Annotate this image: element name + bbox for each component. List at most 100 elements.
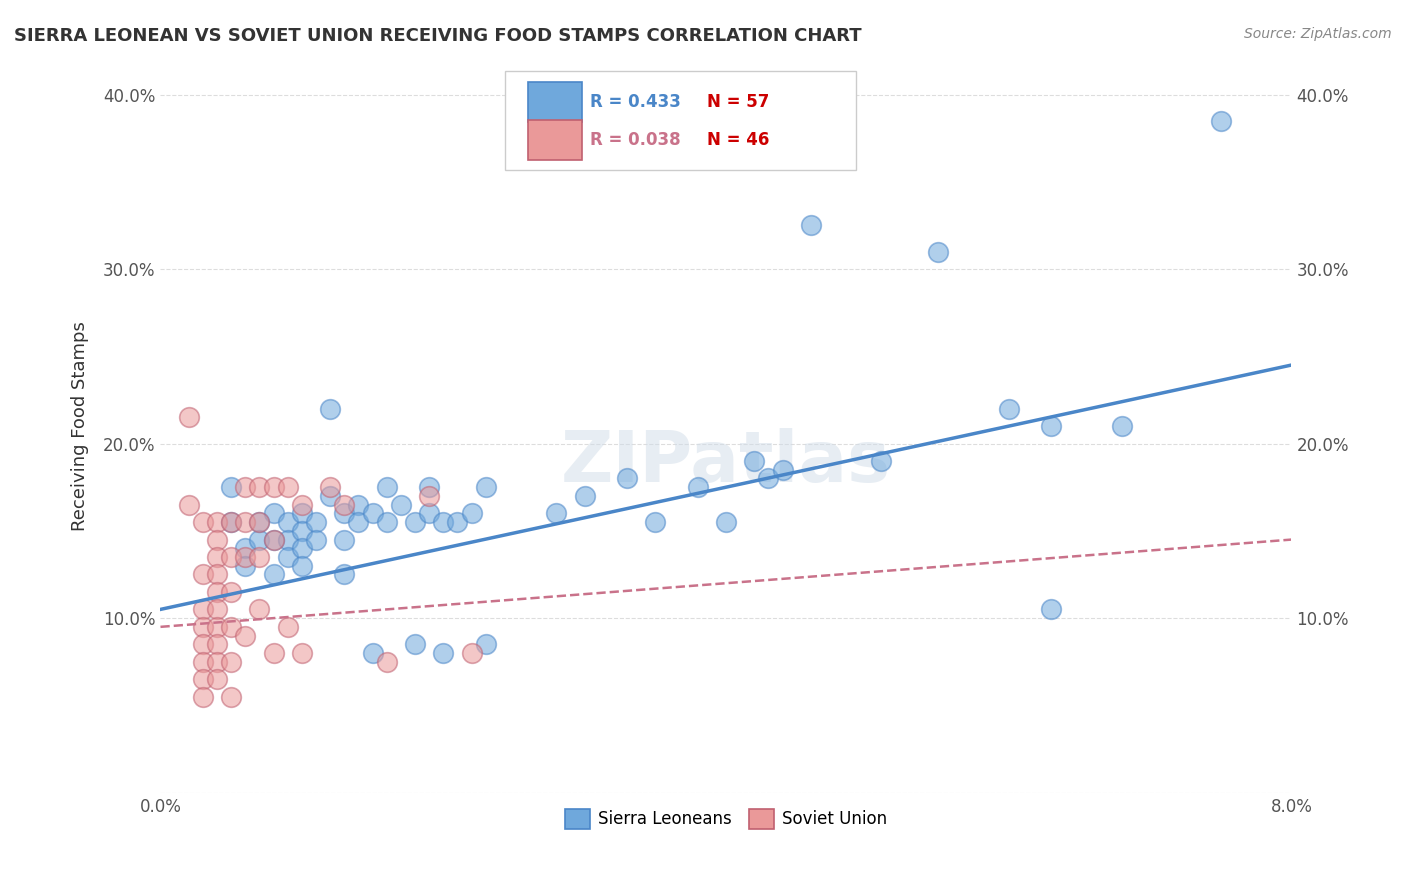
Point <box>305 533 328 547</box>
Point <box>277 480 299 494</box>
Text: N = 46: N = 46 <box>707 131 769 149</box>
Point <box>205 655 228 669</box>
Point <box>219 655 242 669</box>
Point <box>616 471 638 485</box>
Point <box>219 585 242 599</box>
Point <box>758 471 780 485</box>
Legend: Sierra Leoneans, Soviet Union: Sierra Leoneans, Soviet Union <box>558 802 894 836</box>
Point <box>460 507 482 521</box>
Point <box>432 515 454 529</box>
Point <box>347 498 370 512</box>
Point <box>233 480 256 494</box>
Point <box>263 533 285 547</box>
Point <box>263 507 285 521</box>
Point <box>714 515 737 529</box>
Point <box>1040 602 1063 616</box>
Point <box>249 515 271 529</box>
Point <box>574 489 596 503</box>
Point <box>205 567 228 582</box>
Point <box>219 549 242 564</box>
Point <box>319 401 342 416</box>
Point <box>263 646 285 660</box>
Point <box>347 515 370 529</box>
Point <box>205 620 228 634</box>
Point <box>191 567 214 582</box>
Point <box>291 498 314 512</box>
Point <box>291 524 314 538</box>
Point <box>997 401 1019 416</box>
Point <box>191 620 214 634</box>
Point <box>432 646 454 660</box>
Point <box>205 533 228 547</box>
Point <box>1111 419 1133 434</box>
Point <box>644 515 666 529</box>
Point <box>249 533 271 547</box>
Point <box>333 507 356 521</box>
FancyBboxPatch shape <box>529 82 582 122</box>
FancyBboxPatch shape <box>529 120 582 161</box>
Text: SIERRA LEONEAN VS SOVIET UNION RECEIVING FOOD STAMPS CORRELATION CHART: SIERRA LEONEAN VS SOVIET UNION RECEIVING… <box>14 27 862 45</box>
Point <box>742 454 765 468</box>
Point <box>233 558 256 573</box>
Text: ZIPatlas: ZIPatlas <box>561 428 891 497</box>
FancyBboxPatch shape <box>505 70 856 169</box>
Point <box>219 620 242 634</box>
Point <box>177 410 200 425</box>
Text: R = 0.038: R = 0.038 <box>591 131 681 149</box>
Point <box>291 507 314 521</box>
Point <box>375 515 398 529</box>
Point <box>333 533 356 547</box>
Point <box>927 244 949 259</box>
Point <box>205 602 228 616</box>
Point <box>1209 113 1232 128</box>
Point <box>460 646 482 660</box>
Point <box>319 480 342 494</box>
Point <box>249 602 271 616</box>
Point <box>219 515 242 529</box>
Point <box>361 646 384 660</box>
Point <box>474 637 496 651</box>
Point <box>263 533 285 547</box>
Point <box>233 549 256 564</box>
Point <box>474 480 496 494</box>
Point <box>446 515 468 529</box>
Point <box>233 541 256 556</box>
Point <box>1040 419 1063 434</box>
Y-axis label: Receiving Food Stamps: Receiving Food Stamps <box>72 321 89 531</box>
Point <box>233 629 256 643</box>
Point <box>219 515 242 529</box>
Point <box>277 620 299 634</box>
Point <box>333 498 356 512</box>
Point <box>263 567 285 582</box>
Point <box>249 480 271 494</box>
Point <box>800 219 823 233</box>
Point <box>418 480 440 494</box>
Point <box>277 515 299 529</box>
Point <box>686 480 709 494</box>
Text: R = 0.433: R = 0.433 <box>591 93 681 112</box>
Point <box>191 672 214 686</box>
Point <box>305 515 328 529</box>
Point <box>361 507 384 521</box>
Point <box>404 637 426 651</box>
Point <box>233 515 256 529</box>
Point <box>404 515 426 529</box>
Point <box>205 637 228 651</box>
Point <box>277 549 299 564</box>
Point <box>205 515 228 529</box>
Point <box>375 480 398 494</box>
Text: Source: ZipAtlas.com: Source: ZipAtlas.com <box>1244 27 1392 41</box>
Point <box>205 672 228 686</box>
Point <box>870 454 893 468</box>
Point <box>191 690 214 704</box>
Point <box>319 489 342 503</box>
Point <box>205 585 228 599</box>
Point <box>291 558 314 573</box>
Text: N = 57: N = 57 <box>707 93 769 112</box>
Point <box>333 567 356 582</box>
Point <box>191 655 214 669</box>
Point <box>191 515 214 529</box>
Point <box>191 602 214 616</box>
Point <box>191 637 214 651</box>
Point <box>249 549 271 564</box>
